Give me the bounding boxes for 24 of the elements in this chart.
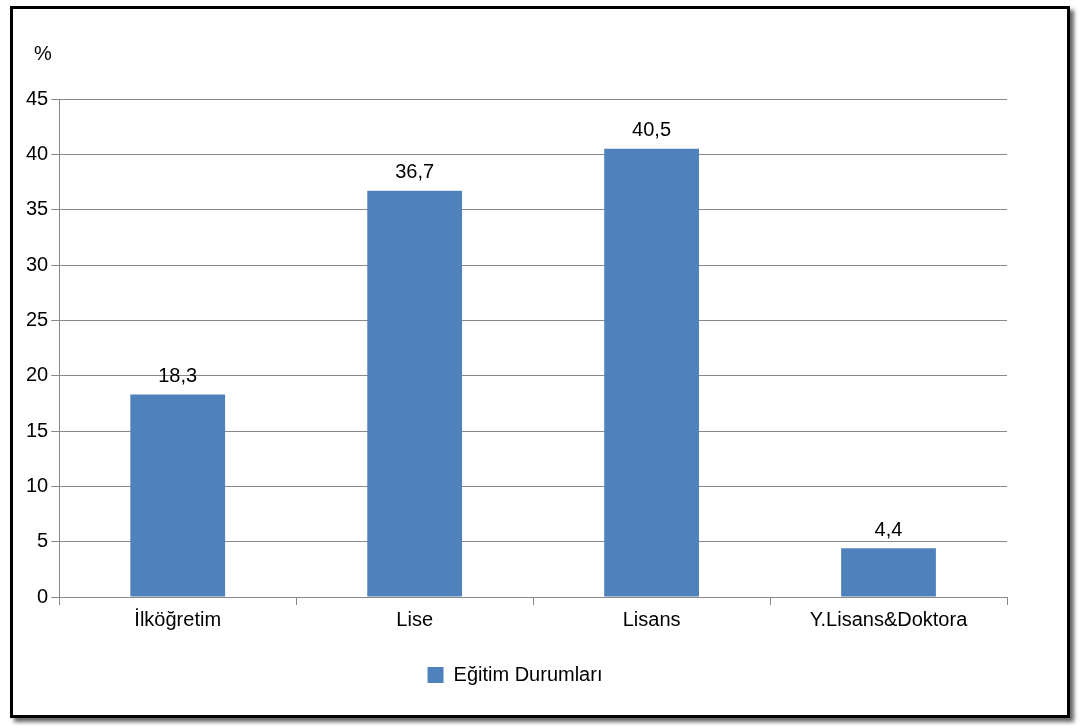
bar xyxy=(841,548,936,597)
y-tick-label: 35 xyxy=(26,197,49,220)
text: 4,4 xyxy=(874,517,903,540)
y-tick-label: 15 xyxy=(26,418,49,441)
text: 18,3 xyxy=(158,364,198,386)
y-axis-title: % xyxy=(34,41,53,64)
x-tick-label: Lisans xyxy=(622,607,681,630)
y-tick-label: 25 xyxy=(26,307,49,330)
y-tick-label: 30 xyxy=(26,252,49,275)
bar xyxy=(604,148,699,597)
x-tick-label: İlköğretim xyxy=(134,607,222,630)
x-tick-label: Lise xyxy=(396,607,434,630)
y-tick-label: 20 xyxy=(26,363,49,386)
bar xyxy=(130,394,226,597)
bar xyxy=(367,190,463,597)
y-tick-label: 40 xyxy=(26,141,49,164)
y-tick-label: 0 xyxy=(37,584,49,607)
legend-label: Eğitim Durumları xyxy=(453,662,603,685)
y-tick-label: 10 xyxy=(26,473,49,496)
text: 40,5 xyxy=(632,118,672,141)
text: 36,7 xyxy=(395,160,435,183)
y-tick-label: 5 xyxy=(37,529,49,552)
y-tick-label: 45 xyxy=(26,86,49,109)
x-tick-label: Y.Lisans&Doktora xyxy=(809,607,969,630)
